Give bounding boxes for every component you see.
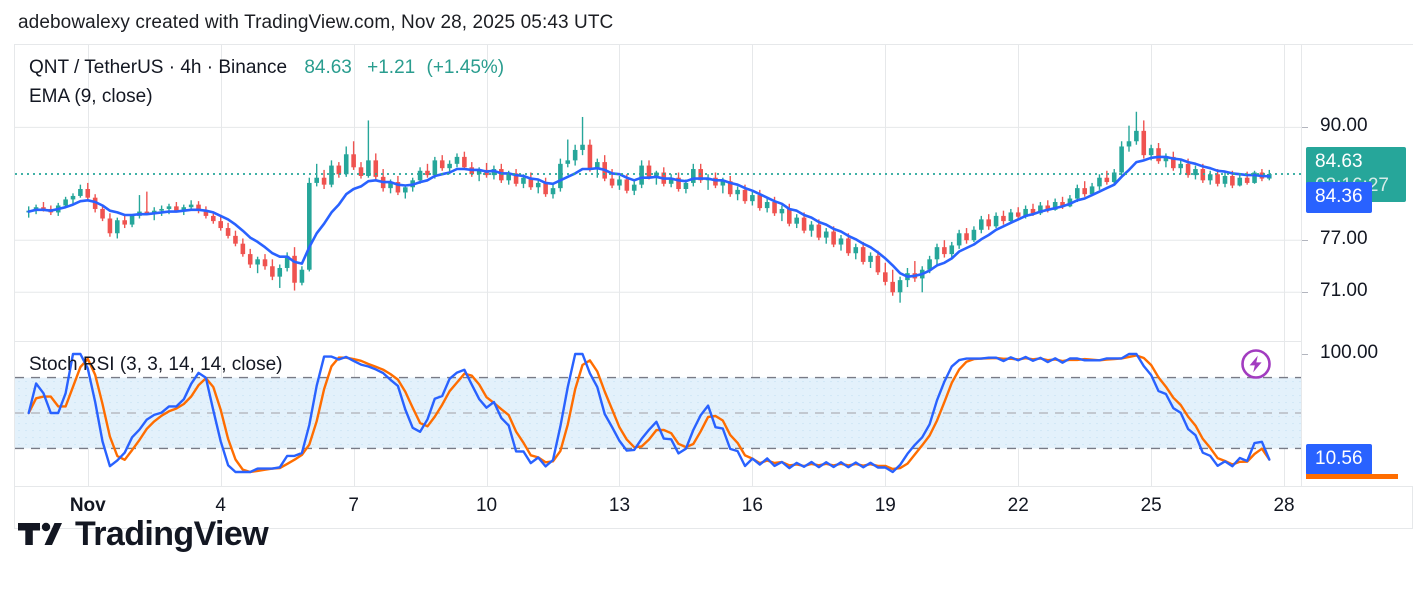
ema-value-badge[interactable]: 84.36 (1306, 182, 1372, 214)
stoch-value-badge[interactable]: 10.56 (1306, 443, 1372, 475)
current-price-value: 84.63 (1315, 150, 1363, 172)
tradingview-logo-text: TradingView (75, 515, 269, 553)
time-axis-label-10: 10 (475, 495, 498, 516)
tradingview-logo: TradingView (18, 515, 269, 554)
price-axis[interactable]: 90.0077.0071.00100.0084.6302:16:2784.361… (1301, 45, 1413, 486)
stoch-label: Stoch RSI (3, 3, 14, 14, close) (29, 354, 283, 375)
stoch-tick-0-tick (1302, 354, 1308, 355)
stoch-panel-legend-wrap: Stoch RSI (3, 3, 14, 14, close) (15, 342, 1301, 486)
stoch-tick-0: 100.00 (1320, 342, 1379, 363)
plot-area[interactable]: QNT / TetherUS · 4h · Binance 84.63 +1.2… (15, 45, 1301, 486)
time-axis-label-16: 16 (741, 495, 763, 516)
panel-divider (15, 341, 1301, 342)
time-axis-label-19: 19 (874, 495, 896, 516)
stoch-signal-marker (1306, 473, 1398, 479)
lightning-bolt-icon[interactable] (1240, 348, 1272, 380)
time-axis-label-22: 22 (1007, 495, 1029, 516)
chart-frame: QNT / TetherUS · 4h · Binance 84.63 +1.2… (14, 44, 1413, 487)
time-axis[interactable]: Nov 4 7 10 13 16 19 22 25 28 (14, 487, 1413, 529)
time-axis-label-7: 7 (348, 495, 359, 516)
time-axis-label-25: 25 (1140, 495, 1162, 516)
chart-canvas (15, 45, 1301, 486)
time-axis-label-4: 4 (215, 495, 226, 516)
tradingview-logo-icon (18, 522, 62, 545)
time-axis-label-nov: Nov (69, 495, 106, 516)
price-tick-2: 71.00 (1320, 280, 1368, 302)
time-axis-label-13: 13 (608, 495, 631, 516)
price-tick-0-tick (1302, 127, 1308, 129)
price-tick-0: 90.00 (1320, 115, 1368, 137)
price-tick-2-tick (1302, 292, 1308, 294)
attribution-text: adebowalexy created with TradingView.com… (18, 12, 614, 33)
time-axis-label-28: 28 (1273, 495, 1295, 516)
price-tick-1: 77.00 (1320, 228, 1368, 250)
stoch-indicator-legend: Stoch RSI (3, 3, 14, 14, close) (29, 354, 282, 376)
price-tick-1-tick (1302, 240, 1308, 242)
